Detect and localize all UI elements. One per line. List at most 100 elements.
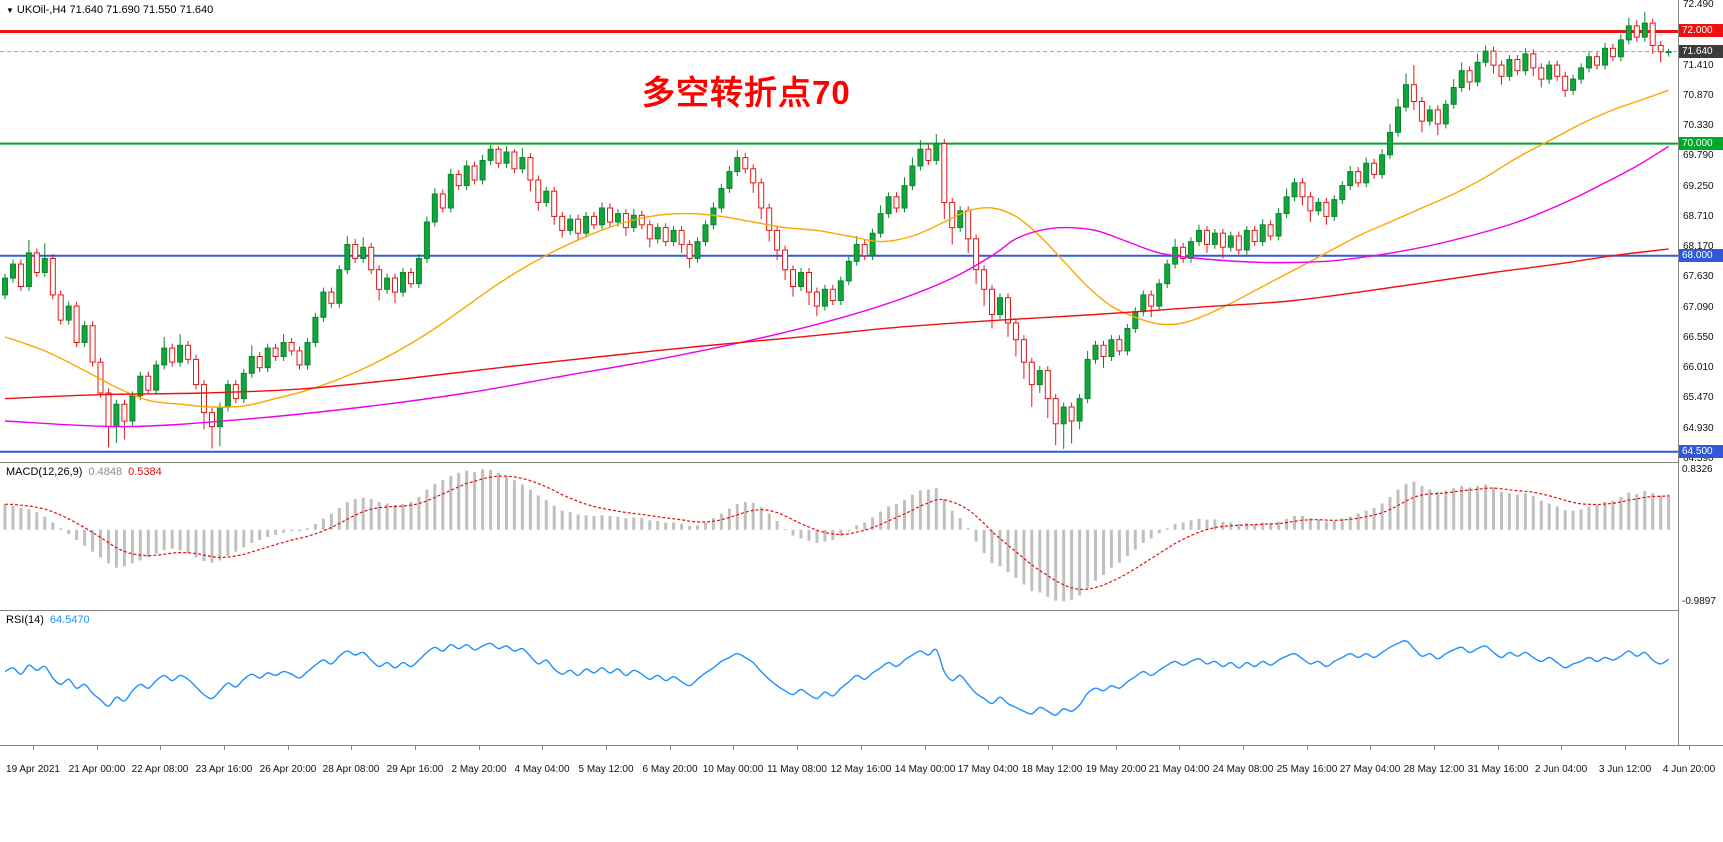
candle-body [670, 229, 677, 243]
candle-body [726, 171, 733, 189]
time-axis-label: 26 Apr 20:00 [259, 764, 317, 775]
candle-body [89, 325, 96, 363]
candle-body [161, 347, 168, 366]
time-axis-divider [0, 745, 1723, 746]
candle-body [989, 288, 995, 315]
candle-body [607, 207, 613, 223]
candle-body [614, 213, 621, 223]
rsi-panel-area[interactable] [0, 611, 1678, 745]
panel-resize-divider[interactable] [0, 610, 1723, 611]
candle-body [129, 395, 136, 422]
candle-body [1355, 171, 1362, 184]
macd-panel-area[interactable] [0, 463, 1678, 610]
candle-body [1211, 232, 1218, 245]
candle-body [925, 148, 932, 161]
time-axis[interactable]: 19 Apr 2021 21 Apr 00:00 22 Apr 08:00 23 Ap… [0, 746, 1723, 842]
candle-body [1530, 53, 1537, 69]
candle-body [567, 218, 574, 231]
time-axis-label: 28 Apr 08:00 [322, 764, 380, 775]
macd-name: MACD(12,26,9) [6, 466, 83, 478]
panel-resize-divider[interactable] [0, 462, 1723, 463]
candle-body [1442, 103, 1449, 125]
candle-body [1243, 229, 1250, 251]
candle-body [216, 406, 223, 428]
candle-body [10, 263, 16, 279]
candle-body [1522, 53, 1529, 72]
time-axis-tick [288, 746, 289, 750]
candle-body [400, 272, 406, 293]
candle-body [1005, 297, 1011, 324]
candle-body [885, 196, 892, 215]
time-axis-label: 24 May 08:00 [1212, 764, 1274, 775]
candle-body [1076, 398, 1083, 422]
candle-body [1410, 84, 1417, 102]
time-axis-label: 12 May 16:00 [830, 764, 892, 775]
time-axis-label: 22 Apr 08:00 [131, 764, 189, 775]
candle-body [829, 288, 836, 301]
candle-body [845, 260, 852, 282]
candle-body [742, 157, 749, 170]
price-axis[interactable]: 72.49071.95071.41070.87070.33069.79069.2… [1678, 0, 1723, 745]
rsi-name: RSI(14) [6, 614, 44, 626]
candle-body [1180, 246, 1187, 260]
candle-body [1012, 322, 1019, 341]
candle-body [1363, 162, 1370, 184]
ma-line-fast-orange [4, 89, 1669, 408]
time-axis-label: 6 May 20:00 [642, 764, 698, 775]
candle-body [336, 269, 343, 304]
candle-body [487, 148, 494, 161]
candle-body [1028, 361, 1035, 386]
candle-body [1116, 339, 1123, 352]
time-axis-tick [33, 746, 34, 750]
candle-body [105, 392, 112, 428]
candle-body [1339, 185, 1346, 201]
candle-body [447, 173, 454, 209]
candle-body [1299, 182, 1306, 198]
candle-body [551, 190, 558, 217]
macd-value-main: 0.4848 [88, 466, 123, 478]
candle-body [1379, 154, 1386, 175]
price-tick-label: 67.090 [1683, 302, 1714, 313]
candle-body [710, 207, 717, 226]
candle-body [1164, 263, 1171, 285]
candle-body [774, 229, 781, 251]
candle-body [121, 403, 128, 422]
rsi-line [4, 640, 1669, 716]
candle-body [240, 372, 247, 400]
ma-line-mid-magenta [4, 145, 1669, 428]
candle-body [41, 258, 48, 273]
price-tick-label: 65.470 [1683, 392, 1714, 403]
candle-body [1625, 25, 1632, 41]
time-axis-tick [606, 746, 607, 750]
candle-body [25, 252, 32, 287]
time-axis-tick [733, 746, 734, 750]
macd-axis-max-label: 0.8326 [1682, 464, 1713, 475]
candle-body [1204, 229, 1210, 245]
candle-body [33, 252, 40, 273]
candle-body [431, 193, 438, 223]
candle-body [646, 224, 653, 240]
candle-body [1196, 229, 1202, 243]
time-axis-tick [1243, 746, 1244, 750]
candle-body [1665, 51, 1672, 54]
price-tick-label: 68.170 [1683, 241, 1714, 252]
candle-body [877, 213, 884, 234]
time-axis-tick [1561, 746, 1562, 750]
candle-body [965, 210, 972, 240]
candle-body [1323, 201, 1330, 217]
candle-body [1562, 75, 1569, 91]
annotation-text-object[interactable]: 多空转折点70 [642, 74, 851, 111]
candle-body [479, 159, 486, 181]
candle-body [288, 342, 295, 352]
candlestick-chart-area[interactable] [0, 0, 1678, 462]
candle-body [893, 196, 900, 209]
candle-body [328, 291, 335, 304]
price-tick-label: 69.790 [1683, 150, 1714, 161]
time-axis-label: 11 May 08:00 [767, 764, 827, 775]
candle-body [392, 277, 398, 293]
candle-body [145, 375, 152, 391]
time-axis-tick [479, 746, 480, 750]
candle-body [463, 165, 470, 187]
candle-body [869, 232, 876, 257]
